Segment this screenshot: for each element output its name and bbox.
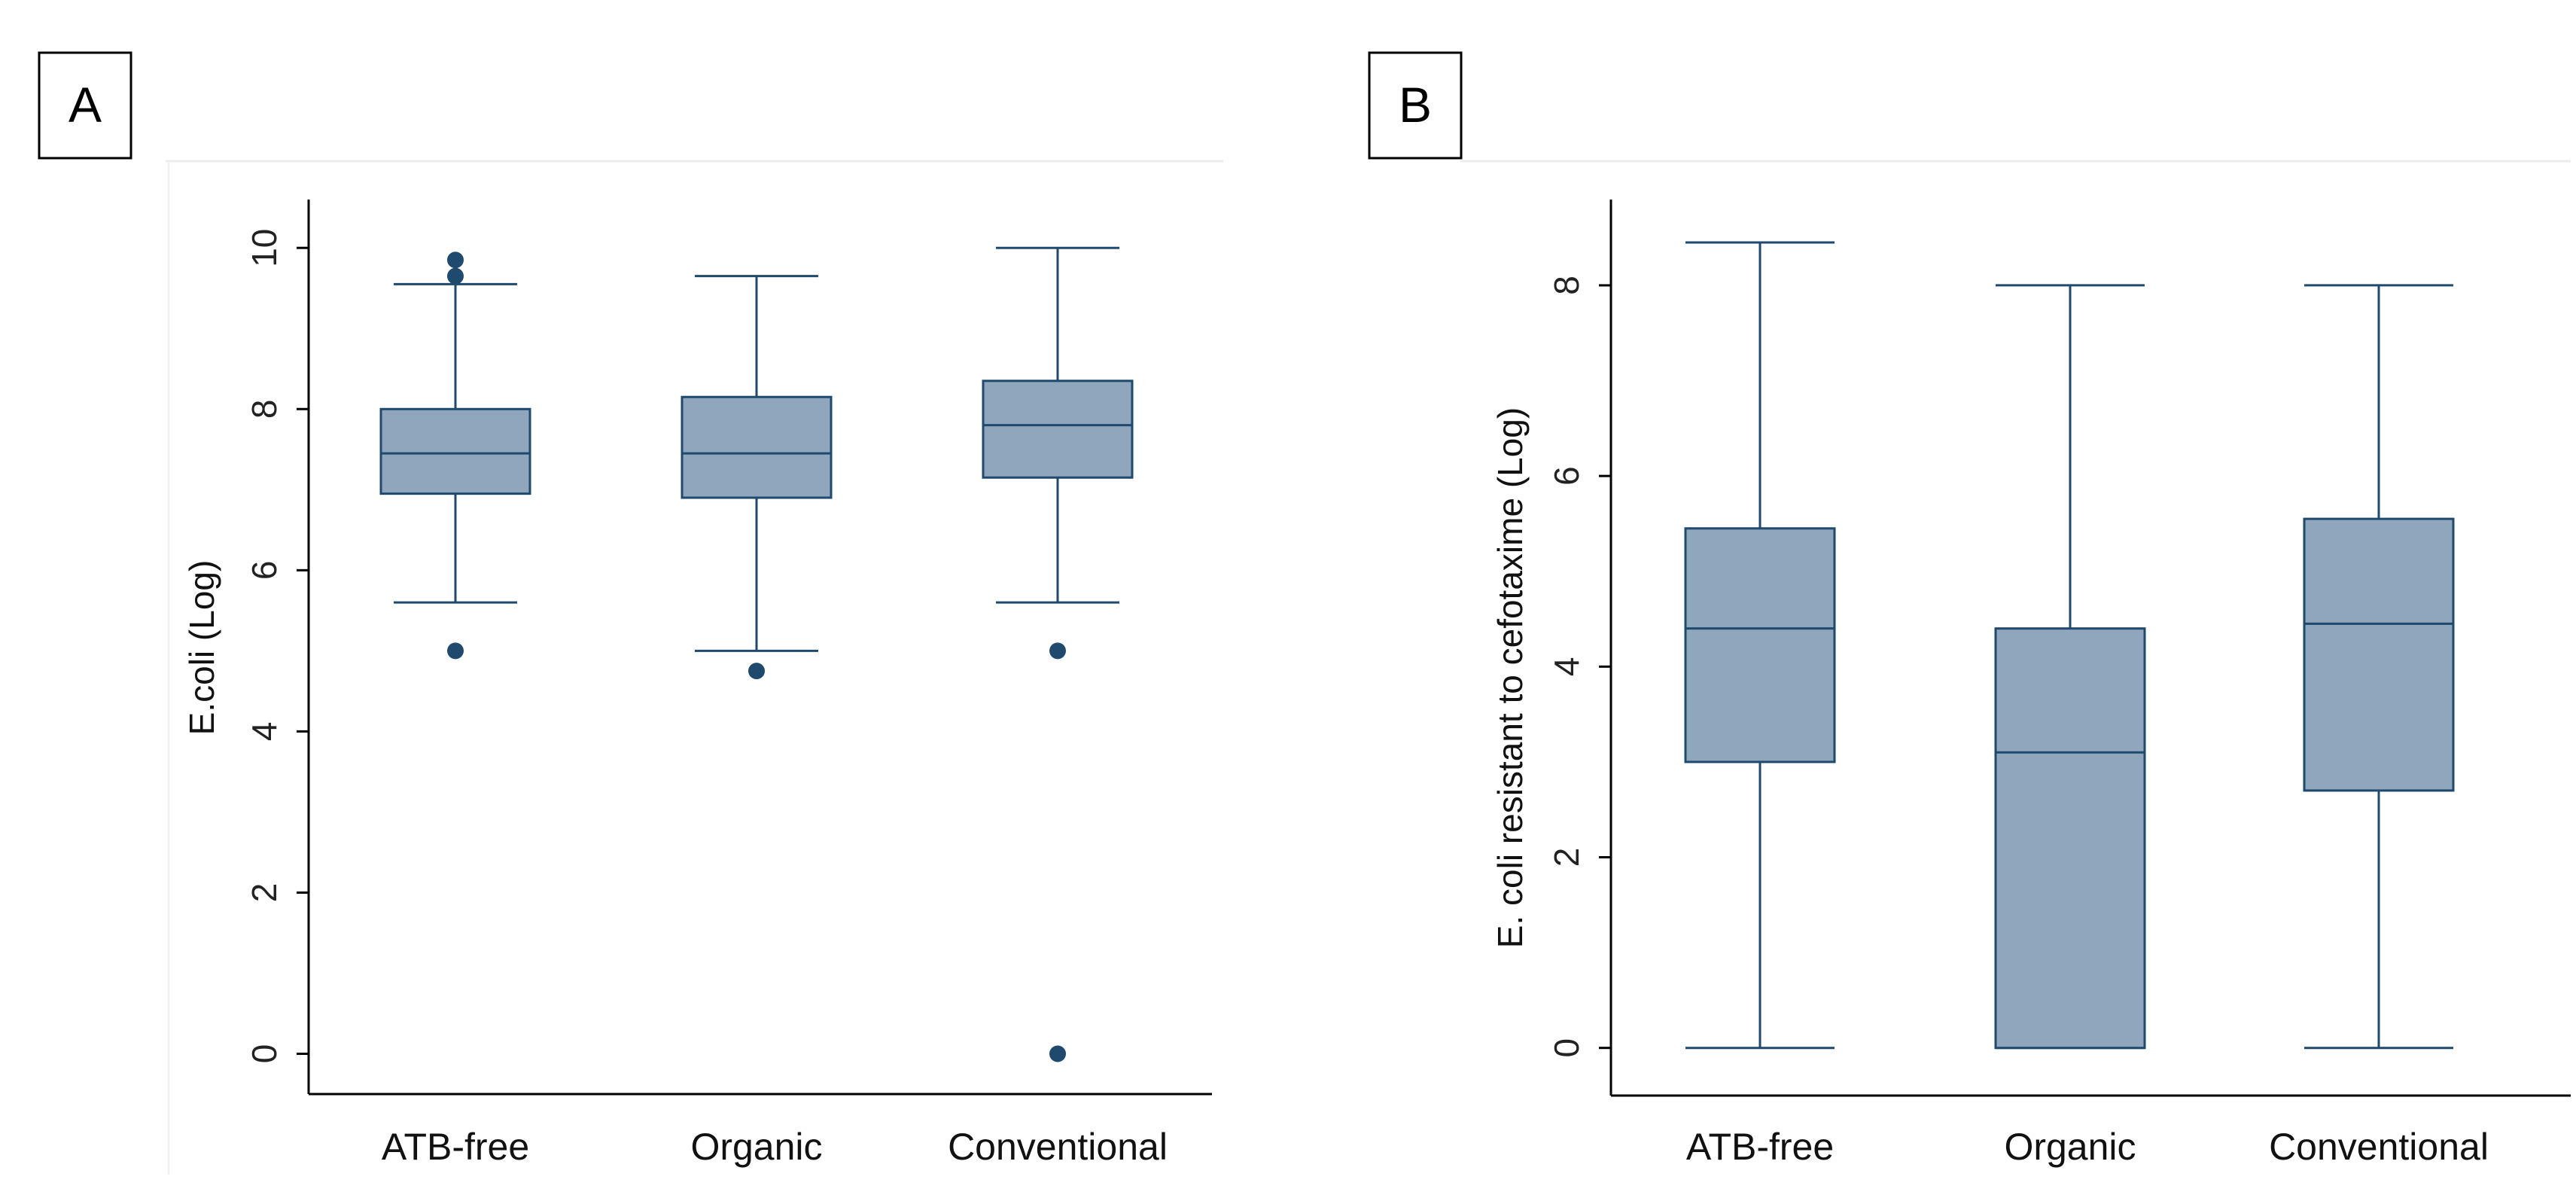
panel-b-x-tick-label: ATB-free: [1686, 1126, 1834, 1168]
panel-a-box-atb-free: [379, 251, 531, 660]
panel-a-y-tick-label: 0: [245, 1044, 284, 1064]
outlier-point: [748, 663, 765, 680]
iqr-box: [681, 395, 833, 499]
panel-a-y-tick-label: 2: [245, 883, 284, 903]
iqr-box: [379, 407, 531, 495]
panel-a-y-axis-title: E.coli (Log): [182, 560, 221, 736]
panel-a-box-organic: [681, 275, 833, 680]
outlier-point: [447, 267, 464, 285]
panel-a-y-tick-label: 4: [245, 722, 284, 742]
panel-b-y-tick-label: 0: [1547, 1038, 1586, 1058]
panel-b-box-atb-free: [1684, 241, 1836, 1050]
panel-b-y-tick-label: 4: [1547, 657, 1586, 677]
panel-a-y-tick-label: 6: [245, 561, 284, 581]
panel-a: A 0 2 4 6 8 10 ATB-free Organic Conventional E.c…: [38, 51, 1223, 1175]
panel-b-y-tick-label: 2: [1547, 848, 1586, 867]
panel-b-plot: 0 2 4 6 8 ATB-free Organic Conventional: [1547, 200, 2571, 1168]
outlier-point: [447, 642, 464, 660]
iqr-box: [1994, 627, 2146, 1050]
panel-b-box-organic: [1994, 284, 2146, 1050]
panel-a-y-tick-label: 8: [245, 399, 284, 419]
panel-a-plot: 0 2 4 6 8 10 ATB-free Organic Conventional: [245, 200, 1212, 1168]
iqr-box: [2303, 517, 2455, 792]
panel-a-x-tick-label: Conventional: [948, 1126, 1168, 1168]
panel-a-y-tick-label: 10: [245, 229, 284, 267]
panel-b-y-tick-label: 6: [1547, 466, 1586, 486]
panel-a-label-box: [38, 51, 132, 160]
outlier-point: [447, 251, 464, 269]
panel-b: B 0 2 4 6 8 ATB-free Organic Conventional E. co…: [1368, 51, 2571, 1168]
panel-b-box-conventional: [2303, 284, 2455, 1050]
panel-b-y-tick-label: 8: [1547, 276, 1586, 295]
outlier-point: [1049, 642, 1066, 660]
panel-b-label: B: [1399, 77, 1432, 133]
iqr-box: [1684, 527, 1836, 764]
iqr-box: [982, 379, 1134, 479]
panel-a-label: A: [69, 77, 102, 133]
panel-b-x-tick-label: Organic: [2004, 1126, 2136, 1168]
panel-a-x-tick-label: ATB-free: [382, 1126, 529, 1168]
panel-b-x-tick-label: Conventional: [2269, 1126, 2489, 1168]
outlier-point: [1049, 1045, 1066, 1062]
panel-a-x-tick-label: Organic: [690, 1126, 822, 1168]
panel-b-label-box: [1368, 51, 1463, 160]
panel-b-y-axis-title: E. coli resistant to cefotaxime (Log): [1490, 407, 1530, 948]
panel-a-box-conventional: [982, 246, 1134, 1062]
